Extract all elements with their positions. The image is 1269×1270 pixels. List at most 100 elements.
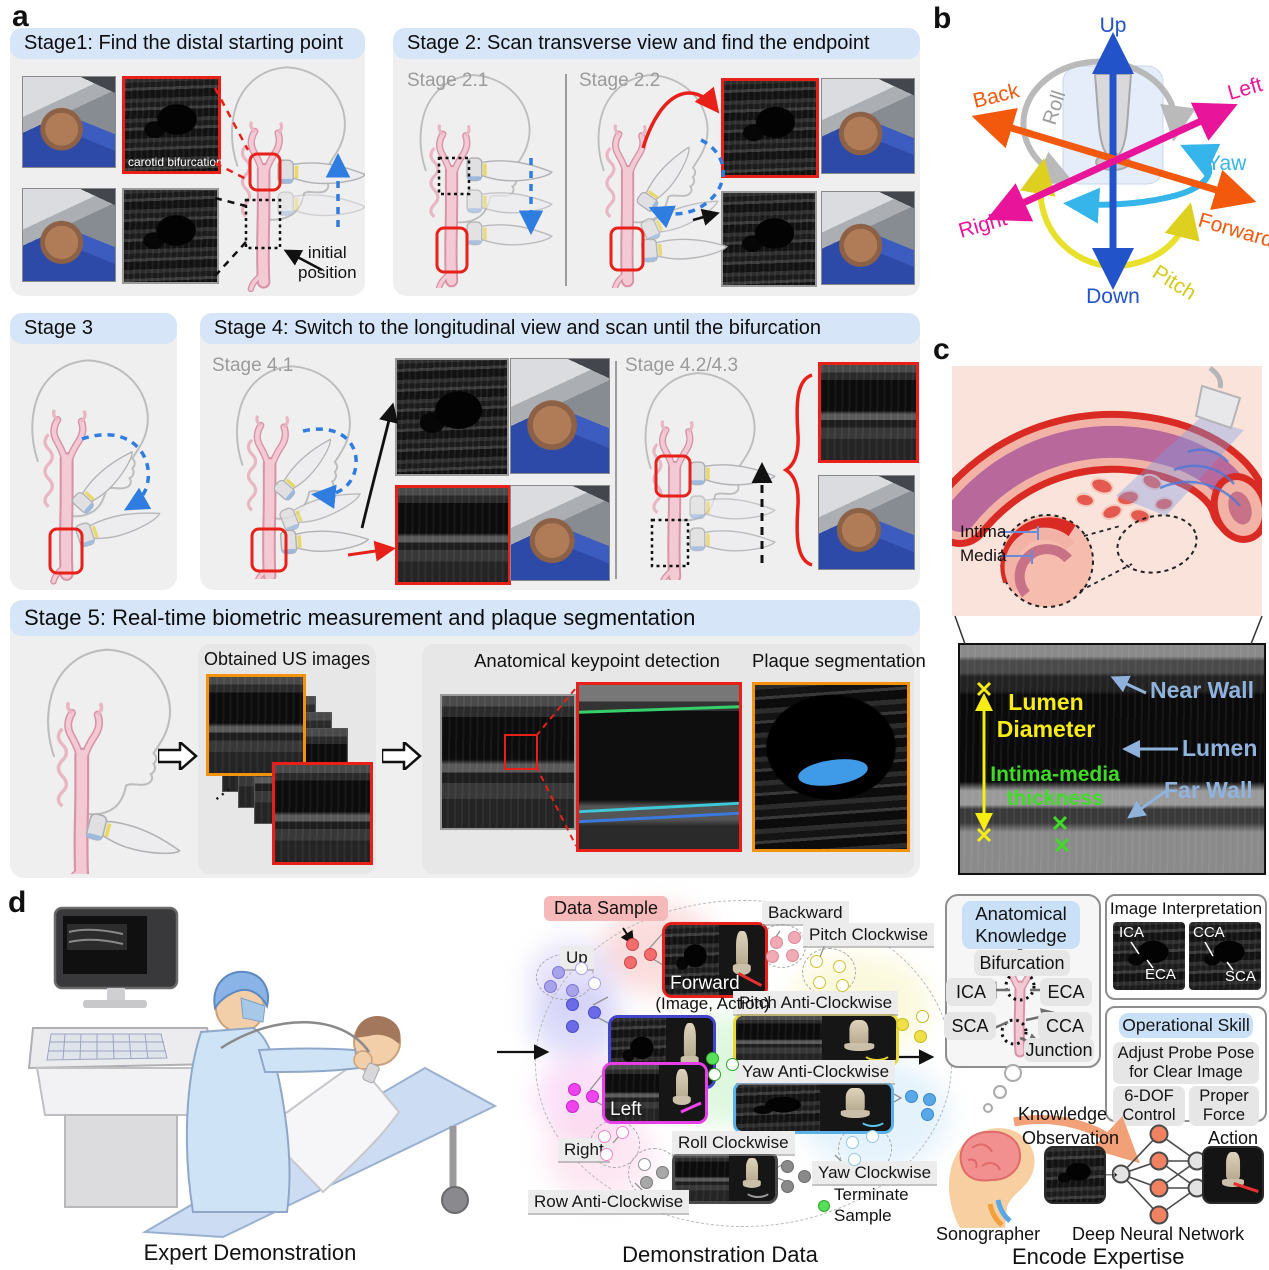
lumen-diameter-line2: Diameter	[996, 716, 1096, 742]
us-frame-last	[272, 762, 373, 865]
dot	[588, 977, 601, 990]
dot	[786, 949, 799, 962]
initial-position-line2: position	[298, 263, 357, 282]
imt-line2: thickness	[1006, 787, 1104, 810]
stage5-panel: Stage 5: Real-time biometric measurement…	[10, 600, 926, 878]
dot	[566, 998, 579, 1011]
neck-scene-stage4-2	[644, 372, 776, 580]
dot	[846, 1136, 859, 1149]
stage4-panel: Stage 4: Switch to the longitudinal view…	[200, 313, 920, 590]
neck-scene-stage2-2	[597, 74, 729, 288]
action-arrow	[680, 1101, 702, 1114]
stage2-1-label: Stage 2.1	[407, 70, 489, 91]
sample-card-pitch-acw	[733, 1013, 899, 1067]
probe-render	[1226, 1152, 1240, 1181]
dot	[905, 1090, 918, 1103]
interp-us-2: CCA SCA	[1189, 922, 1261, 990]
probe-thumb	[659, 1065, 705, 1121]
cluster-label-pitch-acw: Pitch Anti-Clockwise	[733, 991, 899, 1014]
keypoint-title: Anatomical keypoint detection	[474, 650, 720, 671]
analysis-card: Anatomical keypoint detection Plaque seg…	[422, 644, 926, 874]
robot-scan-photo	[818, 475, 915, 570]
sonographer-label: Sonographer	[936, 1224, 1041, 1244]
neck-scene-stage3	[31, 359, 163, 585]
dot	[588, 1006, 601, 1019]
stage4-1-label: Stage 4.1	[212, 355, 294, 376]
eca-label: ECA	[1040, 978, 1092, 1006]
cluster-label-right: Right	[558, 1138, 610, 1161]
stage1-header: Stage1: Find the distal starting point	[10, 28, 365, 59]
anat-title-line2: Knowledge	[975, 925, 1067, 946]
probe-thumb	[822, 1016, 896, 1064]
dot	[866, 1130, 879, 1143]
ultrasound-image	[395, 358, 509, 476]
cluster-label-row-acw: Row Anti-Clockwise	[528, 1190, 690, 1213]
dot	[566, 984, 579, 997]
stage4-header: Stage 4: Switch to the longitudinal view…	[200, 313, 920, 344]
dot	[770, 936, 783, 949]
axis-up-label: Up	[1100, 14, 1127, 37]
terminate-sample-label: Terminate Sample	[834, 1184, 909, 1226]
imt-label: Intima-media thickness	[990, 763, 1120, 811]
panel-d-tag: d	[8, 886, 27, 919]
adjust-line2: for Clear Image	[1129, 1063, 1243, 1081]
ultrasound-image: carotid bifurcation	[122, 76, 223, 174]
anatomical-knowledge-title: Anatomical Knowledge	[962, 901, 1080, 949]
knowledge-label: Knowledge	[1018, 1104, 1108, 1124]
dot	[600, 1148, 613, 1161]
action-label: Action	[1208, 1128, 1259, 1148]
panel-a-tag: a	[12, 0, 29, 33]
lumen-diameter-label: Lumen Diameter	[996, 689, 1096, 743]
dot	[566, 1020, 579, 1033]
dot	[598, 1130, 611, 1143]
far-wall-label: Far Wall	[1164, 777, 1253, 803]
keypoint-zoom-image	[576, 682, 742, 852]
lumen-diameter-line1: Lumen	[1008, 689, 1084, 715]
adjust-probe-label: Adjust Probe Pose for Clear Image	[1113, 1042, 1259, 1084]
dof-control-label: 6-DOF Control	[1113, 1086, 1185, 1126]
dot	[836, 979, 849, 992]
dot	[781, 1180, 794, 1193]
action-arrow	[1233, 1182, 1259, 1193]
pitch-label: Pitch	[1148, 261, 1200, 305]
ultrasound-image	[721, 78, 819, 178]
data-sample-label: Data Sample	[544, 896, 669, 921]
cluster-label-roll-cw: Roll Clockwise	[672, 1131, 795, 1154]
axis-right-label: Right	[956, 207, 1010, 243]
operational-skill-title: Operational Skill	[1119, 1013, 1253, 1038]
terminate-line1: Terminate	[834, 1185, 909, 1204]
action-arc	[744, 1181, 772, 1198]
flow-arrow-icon	[158, 742, 198, 770]
interp-ica-label: ICA	[1119, 924, 1145, 941]
expert-demo-illustration	[27, 906, 498, 1238]
image-interpretation-card: Image Interpretation ICA ECA CCA SCA	[1105, 894, 1267, 1000]
dot	[552, 966, 565, 979]
force-line1: Proper	[1199, 1087, 1249, 1105]
divider	[565, 74, 567, 286]
dot	[575, 962, 588, 975]
interp-eca-label: ECA	[1145, 966, 1176, 983]
us-thumb	[736, 1084, 820, 1131]
stage1-panel: Stage1: Find the distal starting point c…	[10, 28, 365, 296]
caption-demonstration-data: Demonstration Data	[622, 1242, 818, 1267]
axis-forward-label: Forward	[1196, 209, 1269, 252]
intima-label: Intima	[960, 522, 1007, 541]
sample-card-left: Left	[602, 1062, 708, 1124]
dot	[788, 931, 801, 944]
near-wall-label: Near Wall	[1150, 677, 1254, 703]
neck-scene-stage2-1	[419, 74, 553, 288]
adjust-line1: Adjust Probe Pose	[1117, 1044, 1255, 1062]
keypoint-line-far	[579, 802, 739, 814]
image-action-label: (Image, Action)	[655, 994, 770, 1013]
us-thumb	[736, 1016, 823, 1064]
keypoint-source-image	[440, 694, 576, 830]
dot	[781, 1160, 794, 1173]
stage3-panel: Stage 3	[10, 313, 177, 590]
stage2-header: Stage 2: Scan transverse view and find t…	[393, 28, 920, 59]
imt-line1: Intima-media	[990, 763, 1120, 786]
action-arc	[858, 1110, 887, 1127]
operational-skill-card: Operational Skill Adjust Probe Pose for …	[1105, 1006, 1267, 1126]
us-thumb	[605, 1065, 659, 1121]
dot	[798, 1170, 811, 1183]
cluster-label-pitch-cw: Pitch Clockwise	[803, 923, 935, 946]
